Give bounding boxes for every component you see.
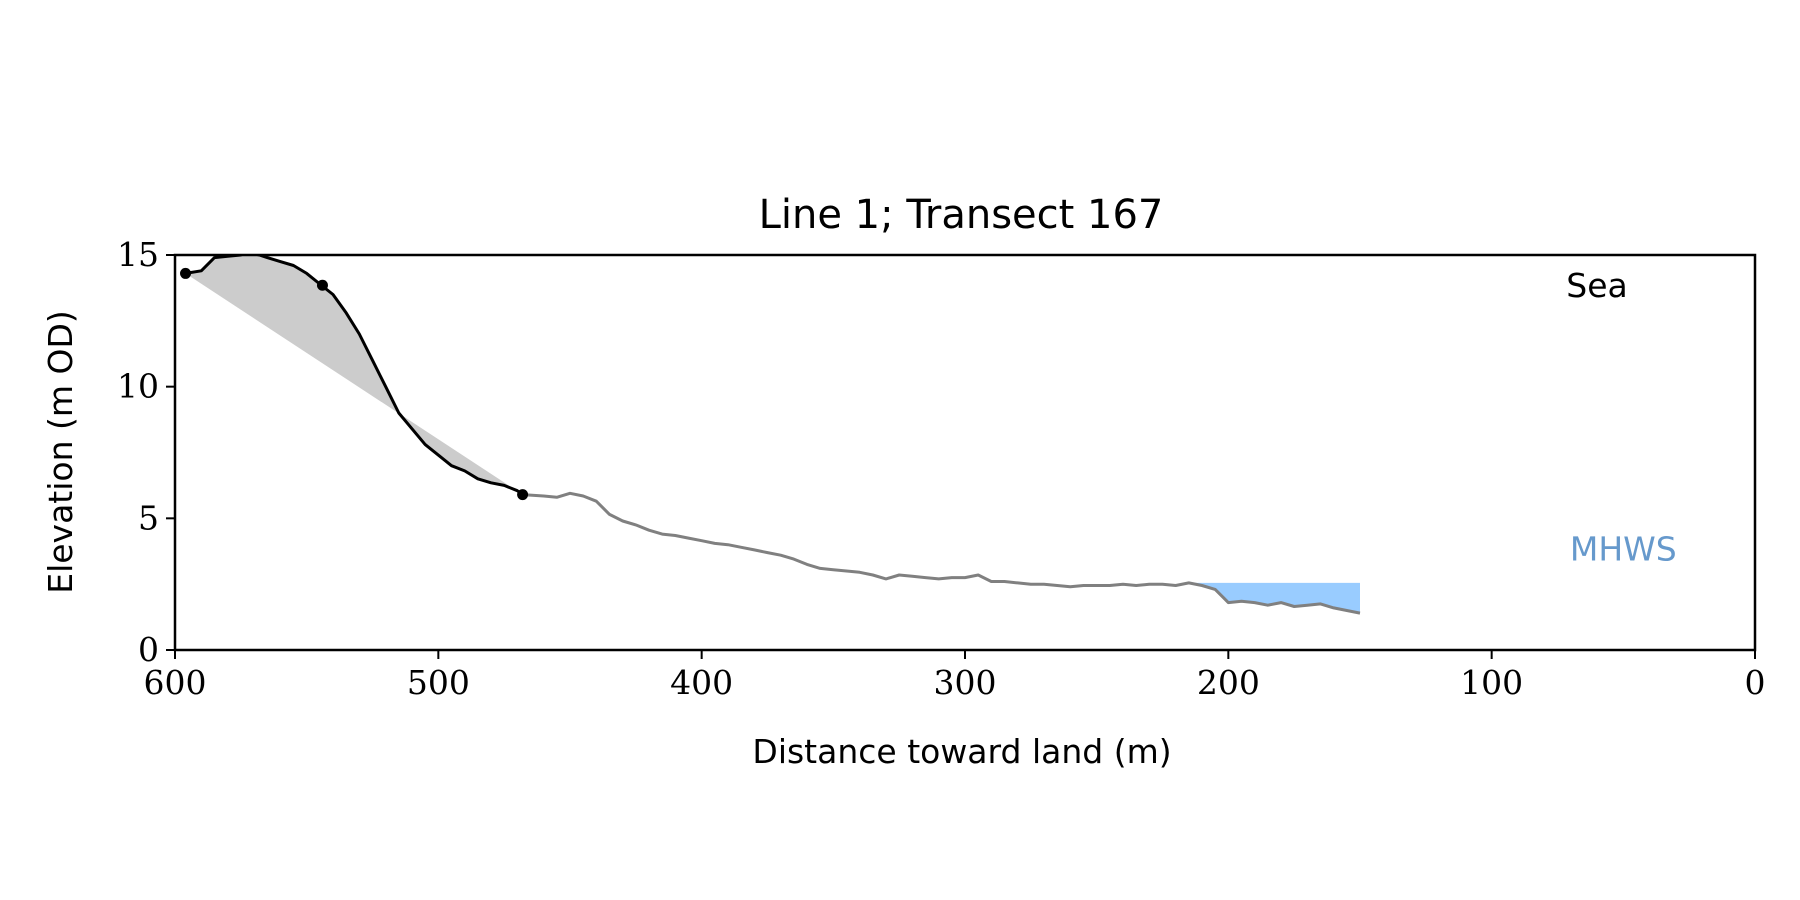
x-tick-label-600: 600 (144, 663, 207, 702)
axes: 600 500 400 300 200 100 0 0 5 10 15 (117, 235, 1766, 702)
x-tick-label-200: 200 (1197, 663, 1260, 702)
plot-frame (173, 253, 1757, 652)
cliff-marker-3 (517, 489, 529, 501)
cliff-marker-1 (180, 267, 192, 279)
x-tick-label-0: 0 (1745, 663, 1766, 702)
y-tick-label-10: 10 (117, 367, 159, 406)
shore-profile-line (522, 491, 1361, 615)
cliff-profile-line (185, 255, 524, 496)
mhws-water-area (1193, 582, 1360, 614)
y-axis-label: Elevation (m OD) (41, 310, 80, 594)
x-tick-label-100: 100 (1460, 663, 1523, 702)
cliff-marker-2 (316, 279, 328, 291)
x-tick-label-500: 500 (407, 663, 470, 702)
annotation-mhws: MHWS (1570, 529, 1677, 568)
x-tick-label-300: 300 (934, 663, 997, 702)
plot-area: Sea MHWS (180, 255, 1677, 615)
x-tick-label-400: 400 (670, 663, 733, 702)
cliff-fill-area (185, 255, 523, 495)
x-axis-label: Distance toward land (m) (752, 732, 1171, 771)
y-tick-label-5: 5 (138, 498, 159, 537)
y-tick-label-15: 15 (117, 235, 159, 274)
annotation-sea: Sea (1566, 266, 1627, 305)
chart-title: Line 1; Transect 167 (759, 192, 1164, 238)
y-tick-label-0: 0 (138, 630, 159, 669)
